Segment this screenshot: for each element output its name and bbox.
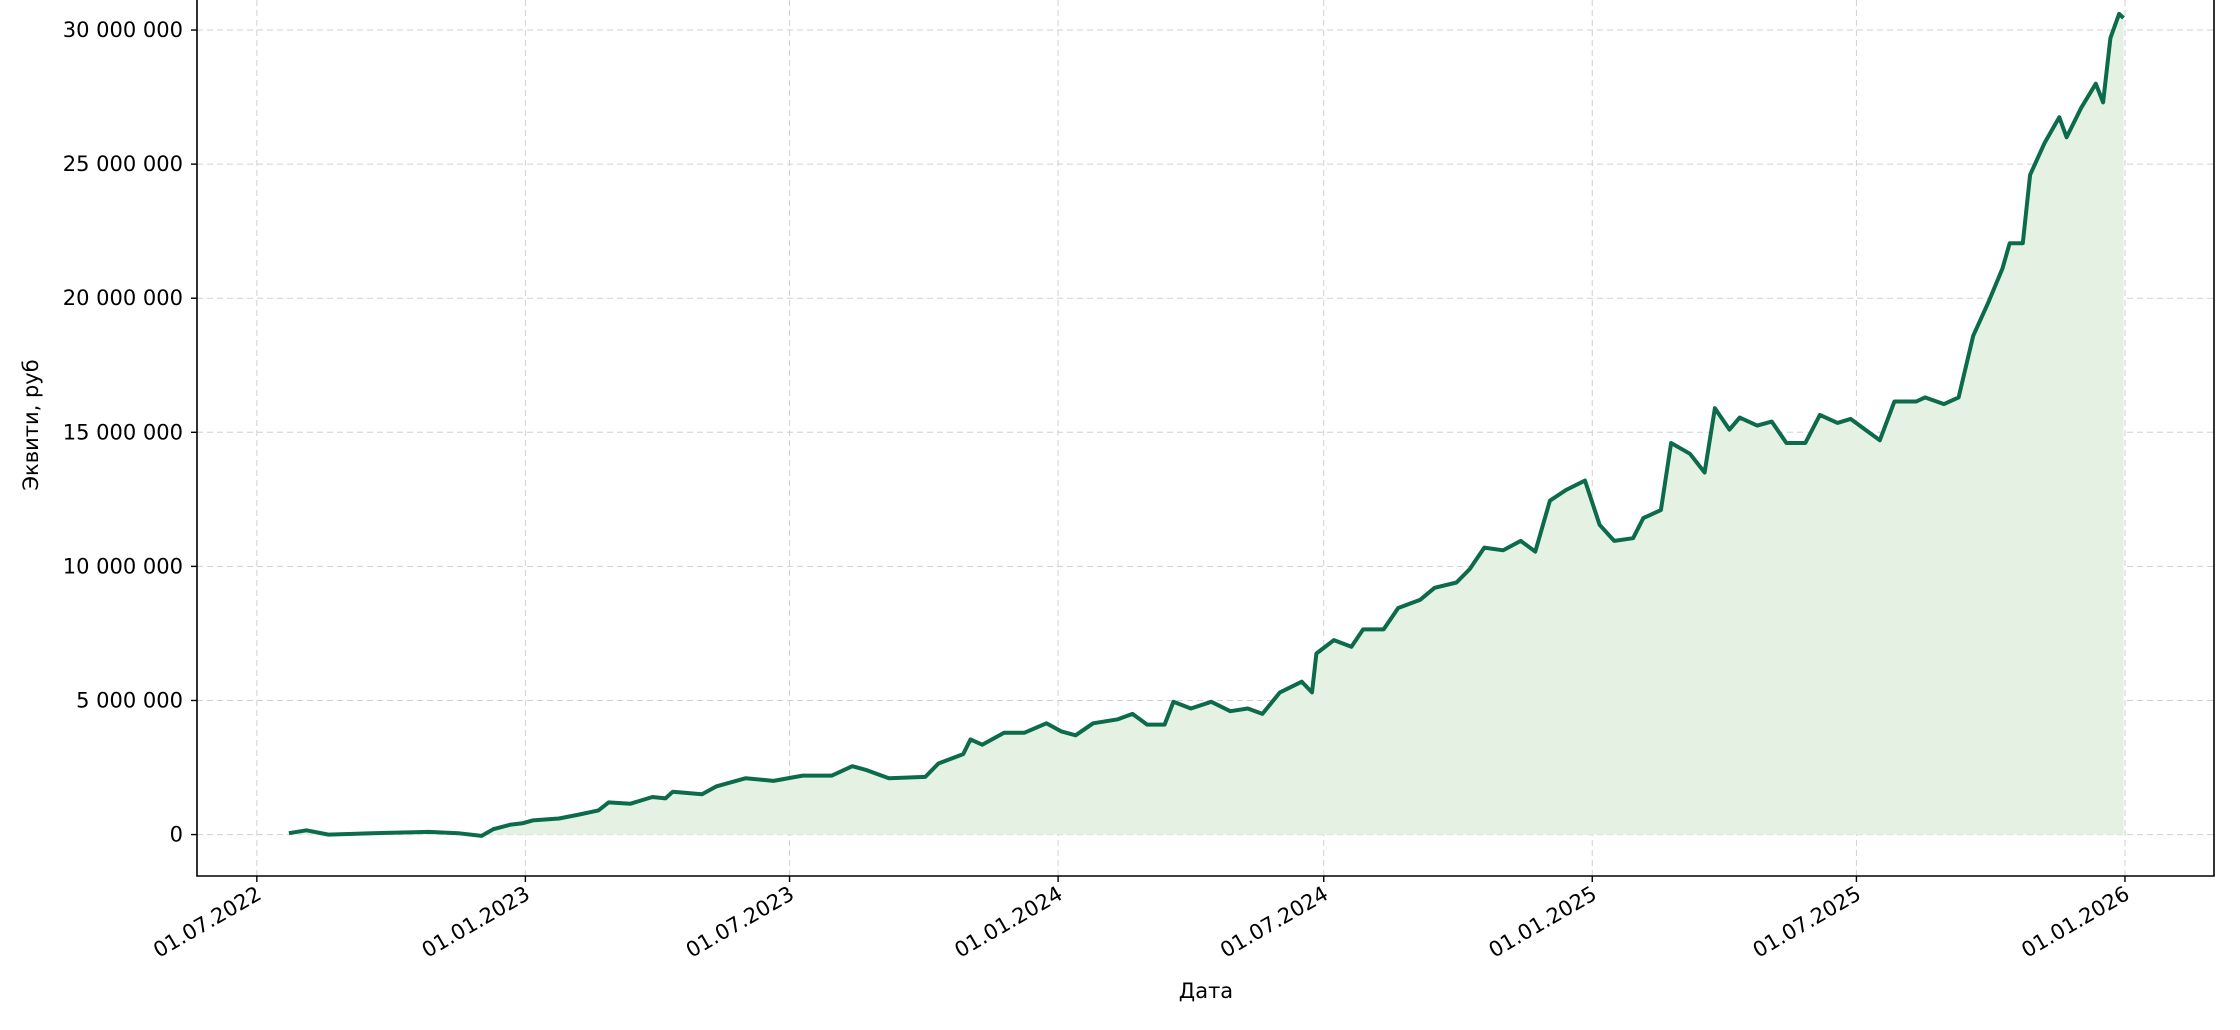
y-axis-label: Эквити, руб (19, 359, 43, 490)
y-tick-label: 20 000 000 (63, 286, 183, 310)
area (288, 13, 2124, 836)
axes-frame (196, 0, 2215, 877)
y-tick-label: 25 000 000 (63, 152, 183, 176)
x-axis-label: Дата (1179, 979, 1233, 1003)
x-tick-label: 01.07.2023 (682, 882, 798, 963)
x-tick-label: 01.07.2022 (149, 882, 265, 963)
x-tick-label: 01.07.2024 (1216, 882, 1332, 963)
x-tick-label: 01.01.2026 (2017, 882, 2133, 963)
y-tick-label: 10 000 000 (63, 554, 183, 578)
y-tick-label: 0 (170, 823, 183, 847)
y-tick-label: 30 000 000 (63, 18, 183, 42)
x-tick-label: 01.01.2023 (418, 882, 534, 963)
x-tick-label: 01.01.2025 (1485, 882, 1601, 963)
x-tick-label: 01.01.2024 (950, 882, 1066, 963)
y-tick-label: 15 000 000 (63, 420, 183, 444)
y-tick-label: 5 000 000 (76, 688, 183, 712)
equity-line (288, 11, 2125, 838)
x-tick-label: 01.07.2025 (1749, 882, 1865, 963)
